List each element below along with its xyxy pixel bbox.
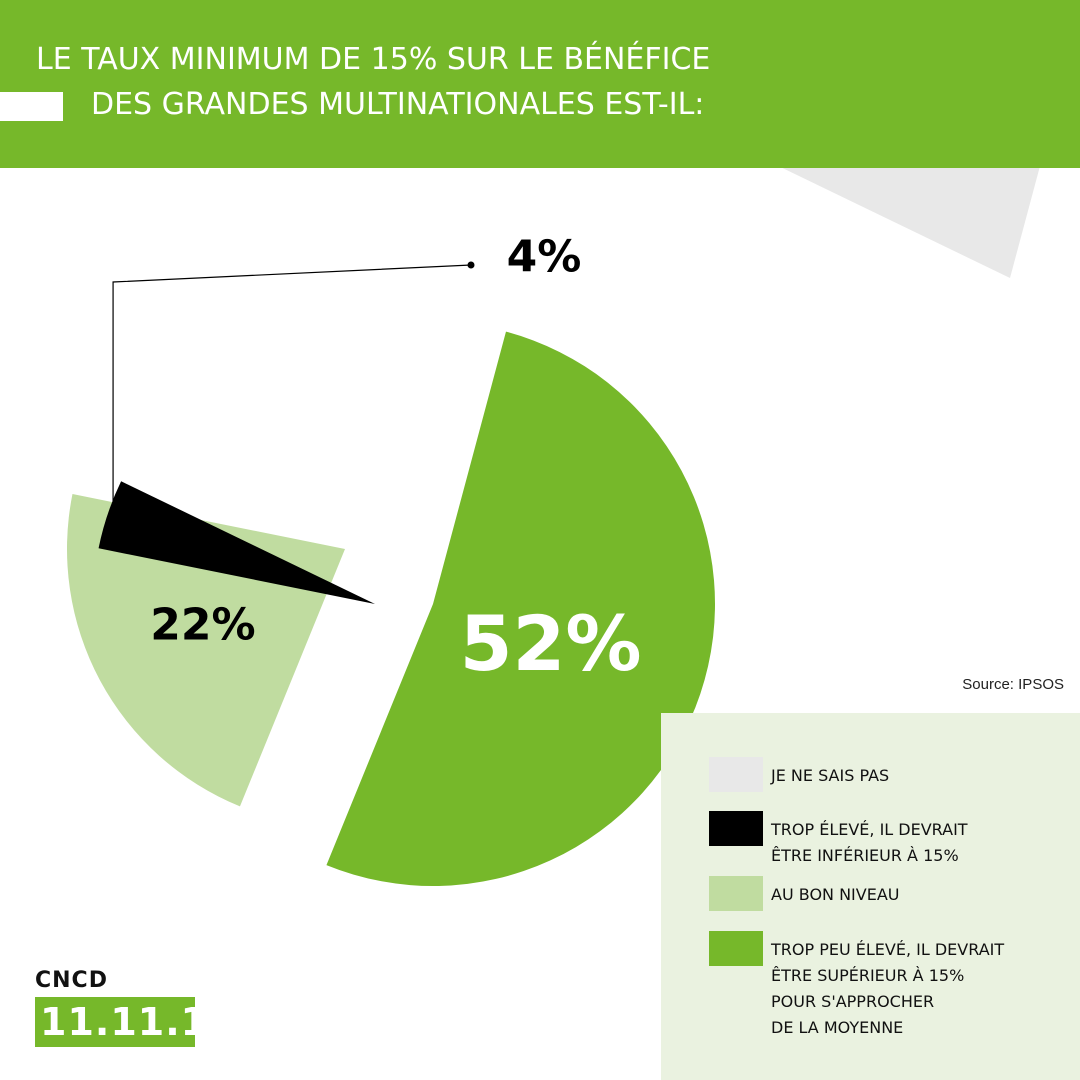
leader-line (112, 264, 472, 516)
leader-dot (467, 261, 475, 269)
source-note: Source: IPSOS (962, 676, 1064, 693)
title-accent-bar (0, 92, 63, 121)
pie-slice-4 (782, 168, 1040, 278)
chart-title-line-1: LE TAUX MINIMUM DE 15% SUR LE BÉNÉFICE (36, 42, 711, 77)
logo-text-cncd: CNCD (35, 968, 108, 993)
pie-chart: 52%22%4%22% (66, 168, 1040, 887)
legend-label: AU BON NIVEAU (771, 885, 900, 904)
pie-slice-3 (98, 481, 375, 604)
title-banner: LE TAUX MINIMUM DE 15% SUR LE BÉNÉFICE D… (0, 0, 1080, 168)
legend-swatch (709, 811, 763, 846)
legend-swatch (709, 876, 763, 911)
slice-value-label-3: 4% (507, 232, 582, 283)
slice-value-label-2: 22% (150, 600, 255, 651)
legend-swatch (709, 931, 763, 966)
legend-swatch (709, 757, 763, 792)
chart-title-line-2: DES GRANDES MULTINATIONALES EST-IL: (91, 87, 705, 122)
logo-text-11-11-11: 11.11.11 (35, 997, 235, 1047)
legend-label: TROP PEU ÉLEVÉ, IL DEVRAIT ÊTRE SUPÉRIEU… (771, 940, 1005, 1037)
legend-label: TROP ÉLEVÉ, IL DEVRAIT ÊTRE INFÉRIEUR À … (771, 820, 968, 865)
legend: JE NE SAIS PAS TROP ÉLEVÉ, IL DEVRAIT ÊTR… (661, 713, 1080, 1080)
slice-value-label-1: 52% (460, 599, 642, 688)
legend-label: JE NE SAIS PAS (771, 766, 890, 785)
pie-slice-1 (326, 331, 716, 887)
cncd-logo: CNCD 11.11.11 (35, 968, 235, 1047)
